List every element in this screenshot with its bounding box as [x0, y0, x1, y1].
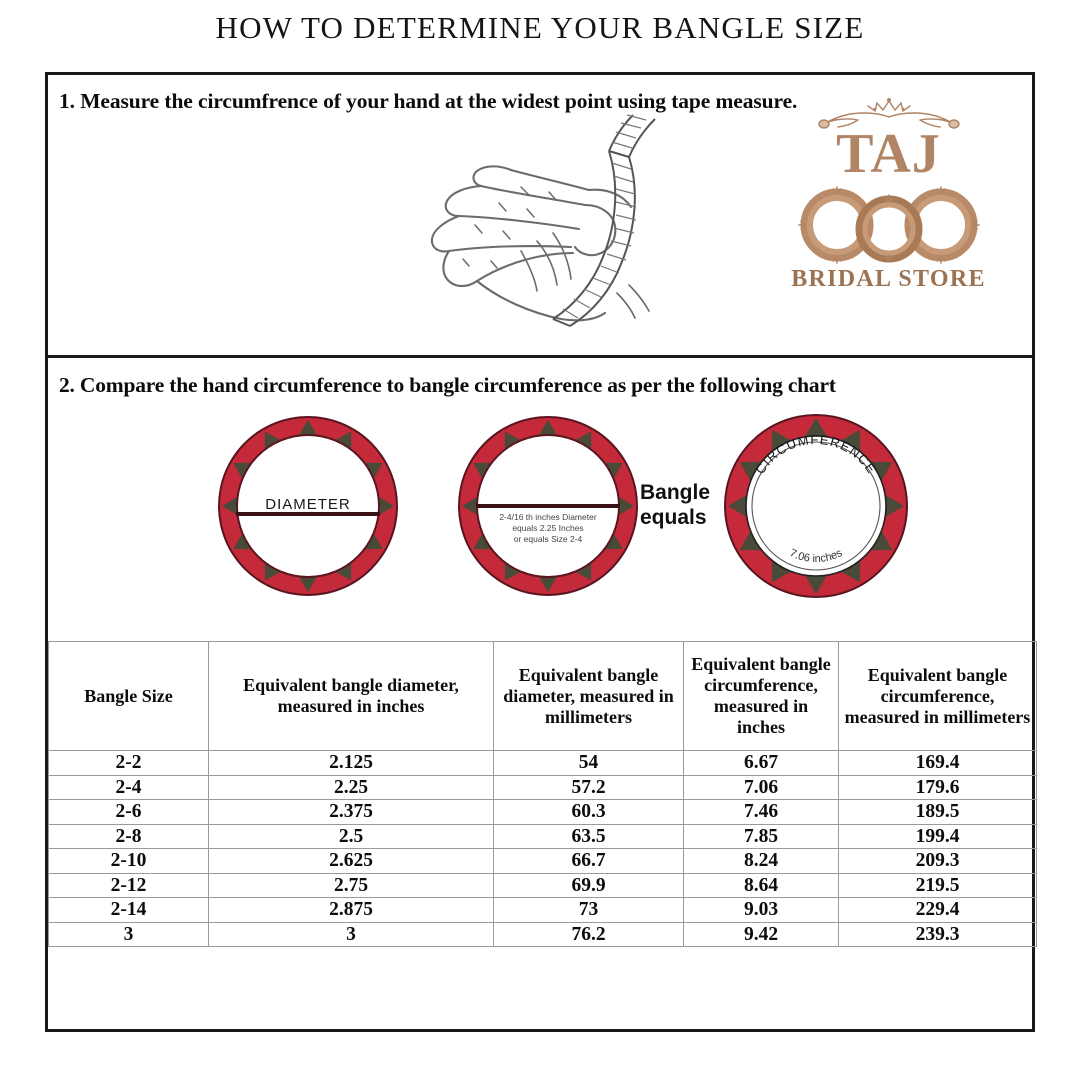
crown-flourish-icon	[817, 98, 960, 129]
column-header-bangle-size: Bangle Size	[48, 641, 209, 751]
bangle-diagrams: DIAMETER	[48, 398, 1032, 641]
table-body: 2-2 2.125 54 6.67 169.4 2-4 2.25 57.2 7.…	[48, 750, 1037, 947]
bangle-equals-line1: Bangle	[640, 481, 711, 504]
cell-diameter-inches: 2.25	[208, 774, 494, 800]
cell-diameter-mm: 60.3	[493, 799, 684, 825]
page-title: HOW TO DETERMINE YOUR BANGLE SIZE	[215, 10, 865, 45]
cell-diameter-mm: 76.2	[493, 921, 684, 947]
logo-brand-text: TAJ	[836, 123, 941, 185]
cell-bangle-size: 2-14	[48, 897, 209, 923]
bangle-diagram-circumference: CIRCUMFERENCE 7.06 inches	[716, 406, 916, 611]
cell-circumference-mm: 169.4	[838, 750, 1037, 776]
bangle-example-note-line2: equals 2.25 Inches	[512, 523, 583, 533]
bangle-equals-text: Bangle equals	[640, 480, 726, 530]
hand-measurement-illustration	[403, 113, 703, 343]
bangle-size-table: Bangle Size Equivalent bangle diameter, …	[48, 641, 1037, 947]
cell-circumference-inches: 6.67	[683, 750, 839, 776]
cell-bangle-size: 2-10	[48, 848, 209, 874]
cell-bangle-size: 2-8	[48, 823, 209, 849]
cell-circumference-mm: 199.4	[838, 823, 1037, 849]
cell-diameter-mm: 54	[493, 750, 684, 776]
cell-circumference-mm: 219.5	[838, 872, 1037, 898]
cell-diameter-inches: 2.625	[208, 848, 494, 874]
cell-circumference-inches: 9.03	[683, 897, 839, 923]
table-row: 2-2 2.125 54 6.67 169.4	[48, 750, 1037, 776]
cell-circumference-inches: 9.42	[683, 921, 839, 947]
bangle-example-note-line1: 2-4/16 th inches Diameter	[499, 512, 596, 522]
table-header-row: Bangle Size Equivalent bangle diameter, …	[48, 641, 1037, 751]
table-row: 2-14 2.875 73 9.03 229.4	[48, 897, 1037, 923]
brand-logo: TAJ	[781, 97, 996, 293]
chart-frame: 1. Measure the circumfrence of your hand…	[45, 72, 1037, 1032]
column-header-circumference-mm: Equivalent bangle circumference, measure…	[838, 641, 1037, 751]
cell-circumference-inches: 8.64	[683, 872, 839, 898]
size-table-wrapper: Bangle Size Equivalent bangle diameter, …	[48, 641, 1037, 947]
step-2-panel: 2. Compare the hand circumference to ban…	[48, 358, 1037, 947]
bangle-circumference-value: 7.06 inches	[788, 547, 845, 565]
cell-diameter-mm: 73	[493, 897, 684, 923]
cell-diameter-inches: 2.75	[208, 872, 494, 898]
cell-diameter-mm: 69.9	[493, 872, 684, 898]
bangle-diameter-label: DIAMETER	[265, 496, 351, 513]
bangle-diagram-diameter: DIAMETER	[208, 406, 408, 611]
cell-circumference-mm: 229.4	[838, 897, 1037, 923]
cell-bangle-size: 2-6	[48, 799, 209, 825]
bangle-equals-line2: equals	[640, 506, 707, 529]
cell-bangle-size: 2-4	[48, 774, 209, 800]
step-1-heading: 1. Measure the circumfrence of your hand…	[59, 89, 798, 113]
table-row: 2-12 2.75 69.9 8.64 219.5	[48, 872, 1037, 898]
column-header-diameter-mm: Equivalent bangle diameter, measured in …	[493, 641, 684, 751]
three-bangles-icon	[797, 186, 980, 264]
column-header-circumference-inches: Equivalent bangle circumference, measure…	[683, 641, 839, 751]
table-row: 2-4 2.25 57.2 7.06 179.6	[48, 774, 1037, 800]
table-row: 2-10 2.625 66.7 8.24 209.3	[48, 848, 1037, 874]
cell-diameter-inches: 3	[208, 921, 494, 947]
cell-bangle-size: 2-12	[48, 872, 209, 898]
cell-bangle-size: 3	[48, 921, 209, 947]
cell-diameter-inches: 2.875	[208, 897, 494, 923]
table-row: 2-8 2.5 63.5 7.85 199.4	[48, 823, 1037, 849]
step-1-panel: 1. Measure the circumfrence of your hand…	[48, 75, 1032, 358]
cell-circumference-inches: 8.24	[683, 848, 839, 874]
cell-circumference-mm: 179.6	[838, 774, 1037, 800]
cell-circumference-inches: 7.85	[683, 823, 839, 849]
cell-diameter-inches: 2.375	[208, 799, 494, 825]
cell-diameter-inches: 2.5	[208, 823, 494, 849]
cell-circumference-inches: 7.06	[683, 774, 839, 800]
cell-bangle-size: 2-2	[48, 750, 209, 776]
table-row: 3 3 76.2 9.42 239.3	[48, 921, 1037, 947]
table-row: 2-6 2.375 60.3 7.46 189.5	[48, 799, 1037, 825]
cell-circumference-mm: 209.3	[838, 848, 1037, 874]
logo-tagline-text: BRIDAL STORE	[791, 266, 986, 292]
cell-diameter-inches: 2.125	[208, 750, 494, 776]
cell-diameter-mm: 57.2	[493, 774, 684, 800]
cell-diameter-mm: 63.5	[493, 823, 684, 849]
cell-circumference-mm: 189.5	[838, 799, 1037, 825]
column-header-diameter-inches: Equivalent bangle diameter, measured in …	[208, 641, 494, 751]
cell-diameter-mm: 66.7	[493, 848, 684, 874]
cell-circumference-mm: 239.3	[838, 921, 1037, 947]
cell-circumference-inches: 7.46	[683, 799, 839, 825]
step-2-heading: 2. Compare the hand circumference to ban…	[59, 373, 836, 397]
bangle-diagram-example: 2-4/16 th inches Diameter equals 2.25 In…	[448, 406, 648, 611]
bangle-example-note-line3: or equals Size 2-4	[514, 534, 583, 544]
